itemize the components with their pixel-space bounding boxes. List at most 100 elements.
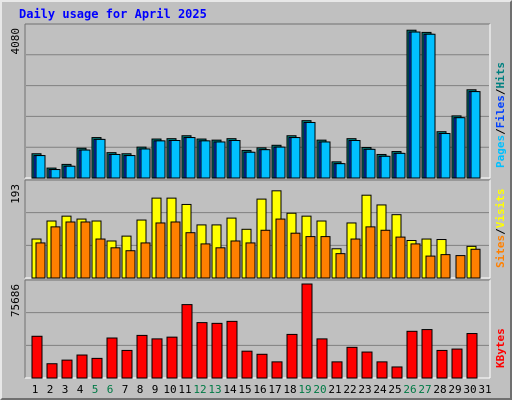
x-tick-label: 10 — [163, 383, 176, 396]
bar-sites — [35, 242, 46, 279]
bar-sites — [140, 242, 151, 279]
bar-pages — [95, 138, 106, 179]
bar-sites — [245, 242, 256, 279]
bar-kbytes — [31, 335, 43, 379]
x-tick-label: 8 — [137, 383, 144, 396]
bar-pages — [470, 91, 481, 179]
bar-kbytes — [76, 354, 88, 379]
bar-sites — [350, 238, 361, 279]
x-tick-label: 24 — [373, 383, 387, 396]
bar-pages — [125, 155, 136, 179]
bar-pages — [140, 148, 151, 179]
x-tick-label: 25 — [388, 383, 401, 396]
chart-title: Daily usage for April 2025 — [19, 7, 207, 21]
x-tick-label: 18 — [283, 383, 296, 396]
x-tick-label: 29 — [448, 383, 461, 396]
x-tick-label: 7 — [122, 383, 129, 396]
bar-kbytes — [196, 322, 208, 379]
legend-entry: Files — [494, 95, 507, 128]
legend-entry: / — [494, 88, 507, 95]
bar-sites — [215, 247, 226, 279]
bar-kbytes — [361, 351, 373, 379]
bar-pages — [440, 133, 451, 179]
x-tick-label: 23 — [358, 383, 371, 396]
legend-label: Sites/Visits — [494, 189, 507, 269]
y-max-label: 75686 — [9, 284, 22, 317]
bar-sites — [335, 253, 346, 279]
bar-kbytes — [331, 361, 343, 379]
bar-pages — [215, 141, 226, 179]
bar-pages — [200, 140, 211, 179]
bar-kbytes — [421, 329, 433, 379]
bar-sites — [440, 254, 451, 279]
bar-pages — [155, 140, 166, 179]
bar-pages — [395, 152, 406, 179]
bar-pages — [290, 137, 301, 179]
bar-pages — [335, 163, 346, 179]
bar-kbytes — [181, 304, 193, 379]
bar-kbytes — [451, 348, 463, 379]
bar-pages — [185, 137, 196, 179]
x-tick-label: 27 — [418, 383, 431, 396]
bar-sites — [80, 221, 91, 279]
bar-sites — [320, 236, 331, 279]
bar-pages — [275, 146, 286, 179]
bar-kbytes — [226, 320, 238, 379]
bar-kbytes — [301, 283, 313, 379]
x-tick-label: 4 — [77, 383, 84, 396]
legend-entry: Pages — [494, 135, 507, 168]
bar-pages — [305, 121, 316, 179]
bar-kbytes — [91, 357, 103, 379]
bar-sites — [200, 243, 211, 279]
x-tick-label: 5 — [92, 383, 99, 396]
bar-pages — [50, 169, 61, 179]
x-tick-label: 1 — [32, 383, 39, 396]
bar-sites — [365, 226, 376, 279]
visits-panel: 193 Sites/Visits — [9, 179, 507, 279]
bar-pages — [350, 140, 361, 179]
x-tick-label: 26 — [403, 383, 416, 396]
bar-sites — [65, 221, 76, 279]
bar-pages — [380, 155, 391, 179]
bar-kbytes — [121, 349, 133, 379]
bar-kbytes — [346, 346, 358, 379]
bar-kbytes — [406, 330, 418, 379]
bar-kbytes — [46, 363, 58, 379]
bar-kbytes — [166, 336, 178, 379]
y-max-label: 193 — [9, 184, 22, 204]
bar-sites — [185, 232, 196, 279]
x-tick-label: 19 — [298, 383, 311, 396]
x-tick-label: 12 — [193, 383, 206, 396]
x-tick-label: 11 — [178, 383, 191, 396]
x-tick-label: 20 — [313, 383, 326, 396]
bar-kbytes — [151, 338, 163, 379]
bar-pages — [455, 117, 466, 179]
x-tick-label: 21 — [328, 383, 341, 396]
bar-sites — [290, 232, 301, 279]
x-tick-label: 31 — [478, 383, 491, 396]
x-tick-label: 28 — [433, 383, 446, 396]
legend-label: Pages/Files/Hits — [494, 62, 507, 168]
bar-pages — [245, 151, 256, 179]
legend-entry: KBytes — [494, 328, 507, 368]
bar-sites — [410, 243, 421, 279]
bar-sites — [275, 218, 286, 279]
legend-entry: Sites — [494, 235, 507, 268]
bar-kbytes — [241, 350, 253, 379]
bar-sites — [470, 248, 481, 279]
bar-sites — [50, 226, 61, 279]
bar-kbytes — [286, 333, 298, 379]
y-max-label: 4080 — [9, 28, 22, 55]
bar-pages — [320, 141, 331, 179]
x-tick-label: 17 — [268, 383, 281, 396]
bar-pages — [365, 148, 376, 179]
bar-pages — [35, 155, 46, 179]
bar-sites — [155, 222, 166, 279]
bar-pages — [170, 140, 181, 179]
bar-kbytes — [376, 361, 388, 379]
bar-pages — [230, 140, 241, 179]
bar-sites — [380, 229, 391, 279]
x-tick-label: 6 — [107, 383, 114, 396]
